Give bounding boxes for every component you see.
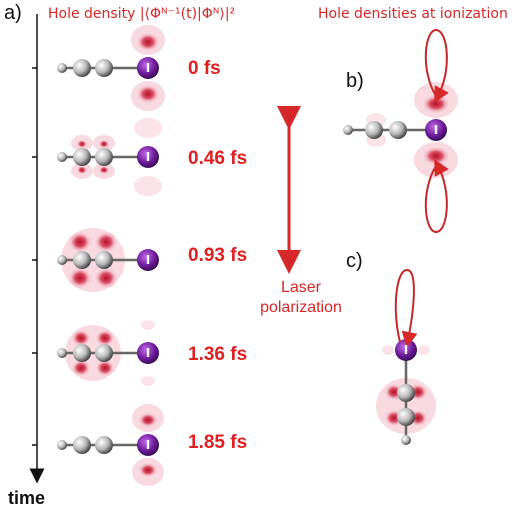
iodine-symbol: I xyxy=(146,61,150,75)
laser-label-line2: polarization xyxy=(260,299,342,316)
hydrogen-atom xyxy=(57,152,67,162)
iodine-symbol: I xyxy=(146,150,150,164)
iodine-symbol: I xyxy=(146,253,150,267)
carbon-atom xyxy=(73,251,91,269)
hydrogen-atom xyxy=(343,125,353,135)
carbon-atom xyxy=(73,436,91,454)
iodine-atom xyxy=(137,434,159,456)
carbon-atom xyxy=(95,436,113,454)
iodine-symbol: I xyxy=(146,438,150,452)
laser-polarization-label: Laser polarization xyxy=(246,278,356,318)
iodine-atom xyxy=(137,342,159,364)
ionization-arrow-up xyxy=(424,28,449,104)
hydrogen-atom xyxy=(57,255,67,265)
carbon-atom xyxy=(95,251,113,269)
panel-c-molecule xyxy=(376,268,436,445)
hole-lobe xyxy=(137,33,159,51)
time-label-3: 1.36 fs xyxy=(188,344,248,365)
iodine-atom xyxy=(137,249,159,271)
panel-a-label: a) xyxy=(4,2,22,24)
carbon-atom xyxy=(389,121,407,139)
carbon-atom xyxy=(73,344,91,362)
molecule-0fs xyxy=(57,25,165,111)
carbon-atom xyxy=(73,59,91,77)
time-axis-label: time xyxy=(8,488,46,508)
carbon-atom xyxy=(365,121,383,139)
ionization-header: Hole densities at ionization xyxy=(318,6,508,22)
laser-label-line1: Laser xyxy=(280,279,322,296)
time-label-1: 0.46 fs xyxy=(188,148,248,169)
panel-c-label: c) xyxy=(346,250,363,272)
time-label-2: 0.93 fs xyxy=(188,245,248,266)
carbon-atom xyxy=(95,344,113,362)
ionization-arrow-c xyxy=(394,268,418,348)
iodine-atom xyxy=(137,57,159,79)
iodine-symbol: I xyxy=(434,123,438,137)
carbon-atom xyxy=(397,384,415,402)
hole-density-header: Hole density |⟨Φᴺ⁻¹(t)|Φᴺ⟩|² xyxy=(48,6,236,22)
panel-b-label: b) xyxy=(346,70,364,92)
iodine-atom xyxy=(137,146,159,168)
molecule-093fs xyxy=(57,228,159,292)
carbon-atom xyxy=(95,59,113,77)
molecule-136fs xyxy=(57,320,159,386)
time-label-4: 1.85 fs xyxy=(188,432,248,453)
carbon-atom xyxy=(95,148,113,166)
iodine-atom xyxy=(425,119,447,141)
hydrogen-atom xyxy=(57,440,67,450)
time-label-0: 0 fs xyxy=(188,58,221,79)
molecule-046fs xyxy=(57,118,162,196)
carbon-atom xyxy=(73,148,91,166)
carbon-atom xyxy=(397,408,415,426)
panel-b-molecule xyxy=(343,28,458,234)
hydrogen-atom xyxy=(401,435,411,445)
hydrogen-atom xyxy=(57,63,67,73)
molecule-185fs xyxy=(57,404,164,486)
iodine-symbol: I xyxy=(146,346,150,360)
ionization-arrow-down xyxy=(424,158,449,234)
iodine-symbol: I xyxy=(404,343,408,357)
hole-lobe xyxy=(137,85,159,103)
hydrogen-atom xyxy=(57,348,67,358)
